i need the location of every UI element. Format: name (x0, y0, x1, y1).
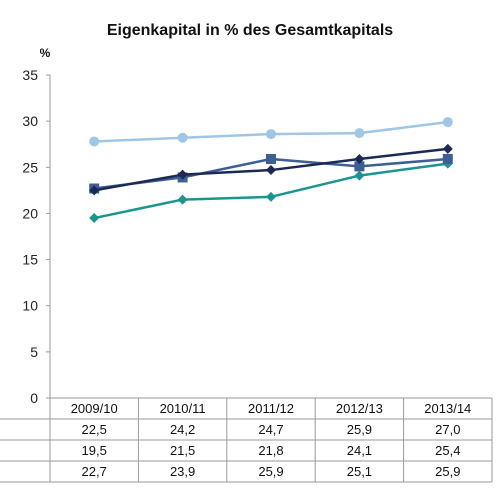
table-cell: 25,9 (258, 464, 283, 479)
table-cell: 21,8 (258, 443, 283, 458)
data-point (266, 191, 276, 202)
y-tick-label: 15 (22, 252, 38, 268)
table-cell: 27,0 (435, 422, 460, 437)
table-cell: 24,1 (347, 443, 372, 458)
data-point (89, 213, 100, 224)
y-tick-label: 30 (22, 113, 38, 129)
table-cell: 22,5 (82, 422, 107, 437)
data-point (266, 153, 276, 164)
data-point (89, 136, 100, 147)
table-cell: 22,7 (82, 464, 107, 479)
y-tick-label: 0 (30, 390, 38, 406)
y-tick-label: 5 (30, 344, 38, 360)
data-point (442, 143, 453, 154)
chart-title: Eigenkapital in % des Gesamtkapitals (106, 22, 394, 39)
y-tick-label: 20 (22, 205, 38, 221)
table-cell: 25,9 (347, 422, 372, 437)
x-tick-label: 2011/12 (248, 401, 294, 416)
data-point (266, 165, 276, 176)
data-point (354, 170, 365, 181)
x-tick-label: 2012/13 (336, 401, 383, 416)
data-point (354, 128, 365, 139)
data-point (177, 169, 188, 180)
data-point (354, 153, 365, 164)
table-cell: 24,2 (170, 422, 195, 437)
data-point (266, 129, 276, 140)
table-cell: 21,5 (170, 443, 195, 458)
data-point (354, 161, 365, 172)
table-cell: 23,9 (170, 464, 195, 479)
data-point (89, 185, 100, 196)
data-point (177, 194, 188, 205)
x-tick-label: 2010/11 (160, 401, 206, 416)
y-tick-label: 25 (22, 159, 38, 175)
table-cell: 25,4 (435, 443, 460, 458)
table-cell: 25,9 (435, 464, 460, 479)
y-tick-label: 10 (22, 298, 38, 314)
x-tick-label: 2013/14 (424, 401, 471, 416)
x-tick-label: 2009/10 (71, 401, 118, 416)
table-cell: 24,7 (258, 422, 283, 437)
data-point (442, 117, 453, 128)
y-axis-label: % (40, 46, 51, 60)
table-cell: 25,1 (347, 464, 372, 479)
data-point (442, 153, 453, 164)
table-cell: 19,5 (82, 443, 107, 458)
y-tick-label: 35 (22, 67, 38, 83)
data-point (177, 132, 188, 143)
